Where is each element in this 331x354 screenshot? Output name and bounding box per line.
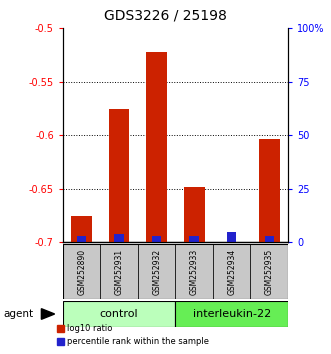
Legend: log10 ratio, percentile rank within the sample: log10 ratio, percentile rank within the …: [54, 321, 213, 350]
Bar: [175, 301, 288, 327]
Text: GSM252934: GSM252934: [227, 249, 236, 295]
Bar: [251, 244, 288, 299]
Bar: [146, 52, 167, 242]
Text: GDS3226 / 25198: GDS3226 / 25198: [104, 9, 227, 23]
Bar: [175, 244, 213, 299]
Bar: [189, 236, 199, 242]
Bar: [63, 301, 175, 327]
Bar: [115, 234, 124, 242]
Text: GSM252931: GSM252931: [115, 249, 124, 295]
Bar: [184, 187, 205, 242]
Text: GSM252933: GSM252933: [190, 249, 199, 295]
Polygon shape: [41, 309, 55, 319]
Bar: [264, 236, 274, 242]
Bar: [109, 109, 129, 242]
Bar: [152, 236, 161, 242]
Text: interleukin-22: interleukin-22: [193, 309, 271, 319]
Text: control: control: [100, 309, 138, 319]
Bar: [259, 139, 279, 242]
Bar: [100, 244, 138, 299]
Text: GSM252932: GSM252932: [152, 249, 161, 295]
Text: agent: agent: [3, 309, 33, 319]
Text: GSM252890: GSM252890: [77, 249, 86, 295]
Bar: [77, 236, 86, 242]
Bar: [63, 244, 100, 299]
Bar: [213, 244, 251, 299]
Bar: [71, 216, 92, 242]
Bar: [138, 244, 175, 299]
Text: GSM252935: GSM252935: [265, 249, 274, 295]
Bar: [227, 232, 236, 242]
